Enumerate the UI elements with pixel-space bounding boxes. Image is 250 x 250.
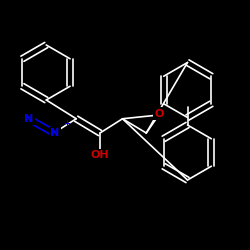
Text: OH: OH bbox=[91, 150, 109, 160]
Text: +: + bbox=[63, 119, 70, 128]
Text: N: N bbox=[24, 114, 34, 124]
Text: N: N bbox=[50, 128, 60, 138]
Text: O: O bbox=[154, 109, 164, 119]
